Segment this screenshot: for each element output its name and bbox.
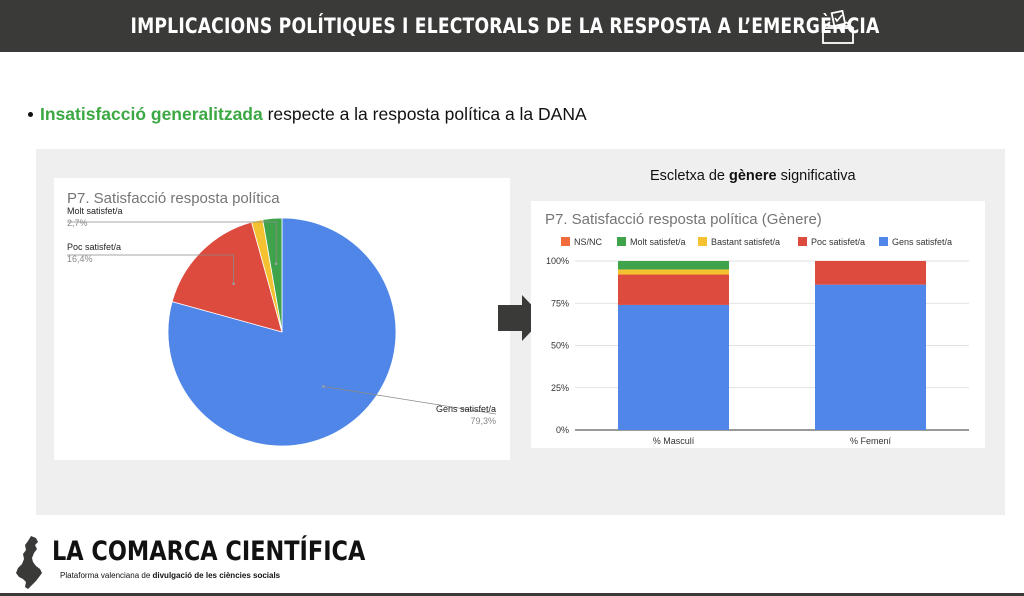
ballot-box-icon [822, 10, 854, 44]
legend-swatch [698, 237, 707, 246]
legend-label: Bastant satisfet/a [711, 237, 780, 247]
bar-chart-card: P7. Satisfacció resposta política (Gèner… [531, 201, 985, 448]
pie-leader-line [323, 386, 497, 415]
chart-subtitle: Escletxa de gènere significativa [650, 168, 856, 184]
pie-slice-label: Molt satisfet/a [67, 206, 123, 216]
pie-slice-value: 16,4% [67, 254, 93, 264]
bar-segment [618, 269, 729, 275]
subtitle-bold: gènere [729, 168, 777, 184]
subtitle-suffix: significativa [776, 168, 856, 184]
stacked-bar-chart: NS/NC Molt satisfet/a Bastant satisfet/a Po… [546, 237, 969, 446]
footer-divider [0, 593, 1024, 596]
pie-leader-line [67, 221, 277, 264]
y-tick-label: 50% [551, 341, 569, 351]
bullet-dot [28, 111, 33, 117]
bar-chart-title: P7. Satisfacció resposta política (Gèner… [545, 211, 822, 228]
y-tick-label: 0% [556, 425, 569, 435]
valencia-map-icon [16, 536, 42, 589]
page-title: IMPLICACIONS POLÍTIQUES I ELECTORALS DE … [130, 14, 880, 38]
pie-slice-value: 2,7% [67, 218, 88, 228]
brand-tagline: Plataforma valenciana de divulgació de l… [60, 571, 280, 580]
legend-label: Poc satisfet/a [811, 237, 865, 247]
y-tick-label: 75% [551, 298, 569, 308]
tagline-bold: divulgació de les ciències socials [152, 571, 281, 580]
pie-chart-title: P7. Satisfacció resposta política [67, 190, 280, 207]
legend-label: NS/NC [574, 237, 603, 247]
bar-segment [618, 261, 729, 270]
legend-swatch [879, 237, 888, 246]
pie-chart-card: P7. Satisfacció resposta política Molt s… [54, 178, 510, 460]
pie-leader-dot [322, 385, 325, 388]
tagline-prefix: Plataforma valenciana de [60, 571, 153, 580]
brand-logo-text: LA COMARCA CIENTÍFICA [52, 536, 366, 567]
pie-leader-line [67, 254, 235, 284]
bullet-text: respecte a la resposta política a la DAN… [262, 104, 587, 124]
legend-swatch [617, 237, 626, 246]
bar-segment [618, 274, 729, 305]
y-tick-label: 100% [546, 256, 569, 266]
legend-label: Molt satisfet/a [630, 237, 686, 247]
pie-leader-dot [232, 282, 235, 285]
y-tick-label: 25% [551, 383, 569, 393]
x-tick-label: % Femení [850, 436, 892, 446]
pie-slice [262, 217, 283, 333]
subtitle-prefix: Escletxa de [650, 168, 729, 184]
header-bar: IMPLICACIONS POLÍTIQUES I ELECTORALS DE … [0, 0, 1024, 52]
legend-swatch [561, 237, 570, 246]
bullet-point: Insatisfacció generalitzada respecte a l… [28, 104, 587, 125]
pie-leader-dot [274, 262, 278, 266]
legend-label: Gens satisfet/a [892, 237, 952, 247]
pie-slice-label: Gens satisfet/a [436, 404, 496, 414]
legend-swatch [798, 237, 807, 246]
bar-segment [815, 284, 926, 430]
pie-slice-value: 79,3% [470, 416, 496, 426]
bullet-highlight: Insatisfacció generalitzada [40, 104, 263, 124]
bar-segment [815, 261, 926, 285]
pie-slice [171, 221, 283, 333]
pie-chart: Molt satisfet/a 2,7% Poc satisfet/a 16,4% Ge… [67, 206, 497, 447]
pie-slice-label: Poc satisfet/a [67, 242, 121, 252]
x-tick-label: % Masculí [653, 436, 695, 446]
bar-segment [618, 304, 729, 430]
